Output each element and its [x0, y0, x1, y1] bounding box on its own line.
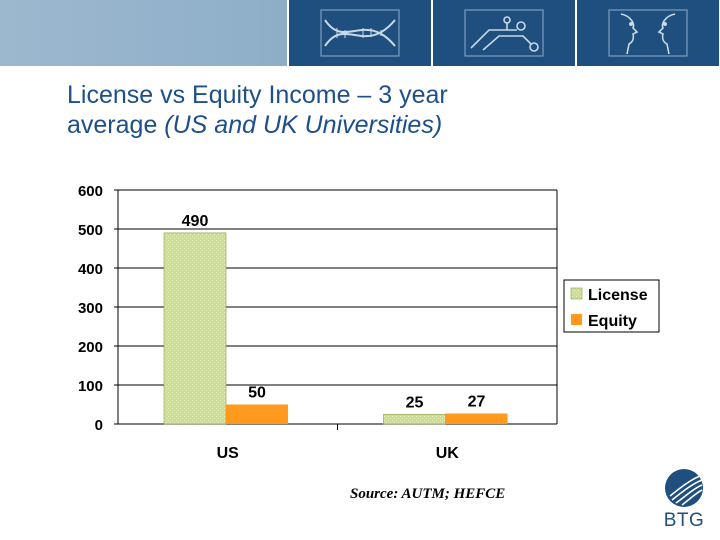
y-tick-label: 400	[78, 261, 103, 278]
data-label: 50	[248, 385, 266, 402]
legend-swatch-license	[570, 287, 583, 300]
data-label: 490	[182, 213, 209, 230]
y-tick-label: 0	[95, 417, 103, 434]
license-bar-uk	[383, 413, 446, 425]
y-tick-label: 100	[78, 378, 103, 395]
dna-helix-icon	[320, 9, 400, 57]
y-tick-label: 300	[78, 300, 103, 317]
legend-label: License	[588, 287, 648, 304]
title-line-2: average (US and UK Universities)	[67, 110, 627, 140]
faces-icon	[608, 9, 688, 57]
title-line-2-italic: (US and UK Universities)	[164, 111, 443, 139]
x-tick-label: US	[217, 445, 240, 462]
data-label: 27	[468, 393, 486, 410]
source-note: Source: AUTM; HEFCE	[350, 486, 506, 502]
banner-panel-faces	[577, 0, 719, 66]
banner-panel-dna	[289, 0, 431, 66]
x-tick-label: UK	[436, 445, 460, 462]
circuit-icon	[464, 9, 544, 57]
equity-bar-us	[226, 404, 288, 424]
license-bar-us	[163, 232, 227, 425]
legend-label: Equity	[588, 313, 637, 330]
title-line-1: License vs Equity Income – 3 year	[67, 81, 448, 109]
legend-swatch-equity	[571, 314, 582, 325]
equity-bar-uk	[445, 413, 508, 424]
banner-background	[0, 0, 287, 66]
btg-globe-icon	[665, 469, 703, 507]
data-label: 25	[406, 394, 424, 411]
y-tick-label: 200	[78, 339, 103, 356]
title-line-2-plain: average	[67, 111, 165, 139]
banner-panel-circuit	[433, 0, 575, 66]
y-tick-label: 600	[78, 183, 103, 200]
btg-logo: BTG	[656, 466, 712, 534]
y-tick-label: 500	[78, 222, 103, 239]
slide-title: License vs Equity Income – 3 year averag…	[67, 80, 627, 140]
logo-text: BTG	[663, 510, 705, 531]
